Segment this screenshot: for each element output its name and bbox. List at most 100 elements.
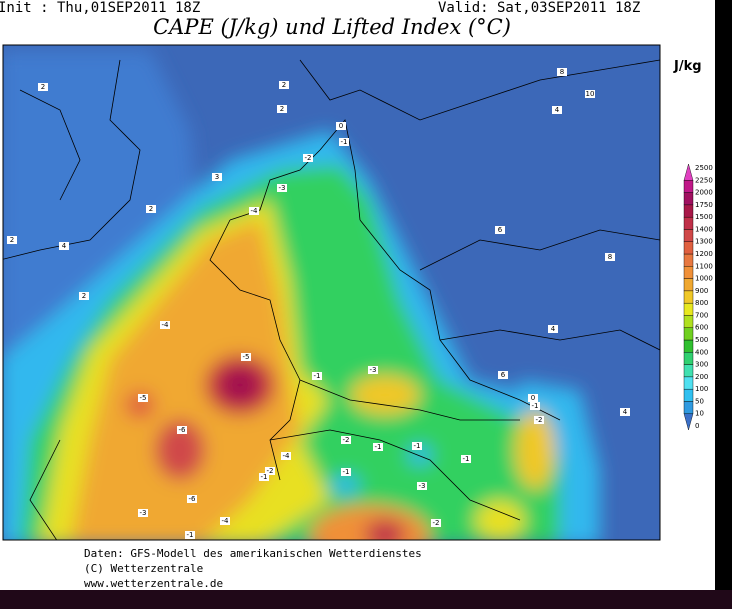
init-time: Init : Thu,01SEP2011 18Z <box>0 0 200 16</box>
lifted-index-label: -5 <box>243 353 250 361</box>
colorbar-label: 400 <box>695 348 708 356</box>
colorbar-segment <box>683 401 694 414</box>
label-box <box>530 402 540 410</box>
lifted-index-label: -1 <box>341 138 348 146</box>
lifted-index-label: -3 <box>279 184 286 192</box>
colorbar-label: 2500 <box>695 164 713 172</box>
colorbar-label: 100 <box>695 385 708 393</box>
label-box <box>187 495 197 503</box>
lifted-index-label: 8 <box>608 253 612 261</box>
label-box <box>341 468 351 476</box>
lifted-index-label: 6 <box>498 226 503 234</box>
label-box <box>160 321 170 329</box>
footer-copyright: (C) Wetterzentrale <box>84 562 203 575</box>
colorbar-segment <box>683 241 694 255</box>
lifted-index-label: -1 <box>375 443 382 451</box>
valid-time: Valid: Sat,03SEP2011 18Z <box>438 0 640 16</box>
label-box <box>620 408 630 416</box>
colorbar-label: 1750 <box>695 201 713 209</box>
lifted-index-label: 8 <box>560 68 564 76</box>
lifted-index-label: 2 <box>149 205 153 213</box>
colorbar-label: 800 <box>695 299 708 307</box>
label-box <box>241 353 251 361</box>
colorbar-label: 200 <box>695 373 708 381</box>
colorbar-segment <box>683 376 694 390</box>
colorbar-label: 2000 <box>695 189 713 197</box>
label-box <box>605 253 615 261</box>
label-box <box>279 81 289 89</box>
colorbar-segment <box>683 253 694 267</box>
unit-label: J/kg <box>673 59 702 74</box>
label-box <box>38 83 48 91</box>
label-box <box>277 184 287 192</box>
label-box <box>498 371 508 379</box>
colorbar-label: 1200 <box>695 250 713 258</box>
colorbar-segment <box>683 204 694 218</box>
lifted-index-label: 4 <box>551 325 556 333</box>
colorbar-label: 500 <box>695 336 708 344</box>
label-box <box>138 509 148 517</box>
label-box <box>59 242 69 250</box>
label-box <box>373 443 383 451</box>
colorbar-label: 900 <box>695 287 708 295</box>
lifted-index-label: -4 <box>283 452 291 460</box>
label-box <box>552 106 562 114</box>
label-box <box>249 207 259 215</box>
lifted-index-label: -2 <box>267 467 274 475</box>
map <box>3 45 660 540</box>
colorbar-segment <box>683 266 694 279</box>
colorbar-segment <box>683 180 694 193</box>
colorbar-label: 50 <box>695 397 704 405</box>
lifted-index-label: 4 <box>555 106 560 114</box>
label-box <box>431 519 441 527</box>
lifted-index-label: -4 <box>162 321 170 329</box>
frame-edge <box>0 590 732 609</box>
colorbar-segment <box>683 216 694 230</box>
label-box <box>495 226 505 234</box>
label-box <box>177 426 187 434</box>
lifted-index-label: 2 <box>82 292 86 300</box>
colorbar-segment <box>683 302 694 316</box>
frame-edge <box>715 0 732 609</box>
lifted-index-label: 4 <box>62 242 67 250</box>
colorbar-segment <box>683 339 694 353</box>
colorbar-label: 1500 <box>695 213 713 221</box>
label-box <box>417 482 427 490</box>
colorbar-segment <box>683 364 694 378</box>
colorbar-segment <box>683 278 694 292</box>
label-box <box>557 68 567 76</box>
label-box <box>185 531 195 539</box>
lifted-index-label: -6 <box>179 426 187 434</box>
label-box <box>303 154 313 162</box>
lifted-index-label: -1 <box>532 402 539 410</box>
label-box <box>312 372 322 380</box>
label-box <box>585 90 595 98</box>
label-box <box>277 105 287 113</box>
colorbar-label: 300 <box>695 361 708 369</box>
lifted-index-label: 2 <box>41 83 45 91</box>
footer-url: www.wetterzentrale.de <box>84 577 223 590</box>
colorbar-label: 1300 <box>695 238 713 246</box>
footer-source: Daten: GFS-Modell des amerikanischen Wet… <box>84 547 422 560</box>
lifted-index-label: -4 <box>222 517 230 525</box>
colorbar-label: 2250 <box>695 176 713 184</box>
lifted-index-label: -2 <box>433 519 440 527</box>
colorbar-label: 600 <box>695 324 708 332</box>
lifted-index-label: -1 <box>414 442 421 450</box>
lifted-index-label: -1 <box>314 372 321 380</box>
lifted-index-label: -2 <box>536 416 543 424</box>
label-box <box>220 517 230 525</box>
lifted-index-label: 3 <box>215 173 219 181</box>
label-box <box>281 452 291 460</box>
lifted-index-label: -1 <box>187 531 194 539</box>
map-border <box>2 44 661 541</box>
label-box <box>259 473 269 481</box>
colorbar-segment <box>683 388 694 402</box>
lifted-index-label: 2 <box>280 105 284 113</box>
colorbar-segment <box>683 192 694 206</box>
label-box <box>146 205 156 213</box>
lifted-index-label: -1 <box>261 473 268 481</box>
lifted-index-label: -1 <box>343 468 350 476</box>
colorbar-segment <box>683 327 694 341</box>
